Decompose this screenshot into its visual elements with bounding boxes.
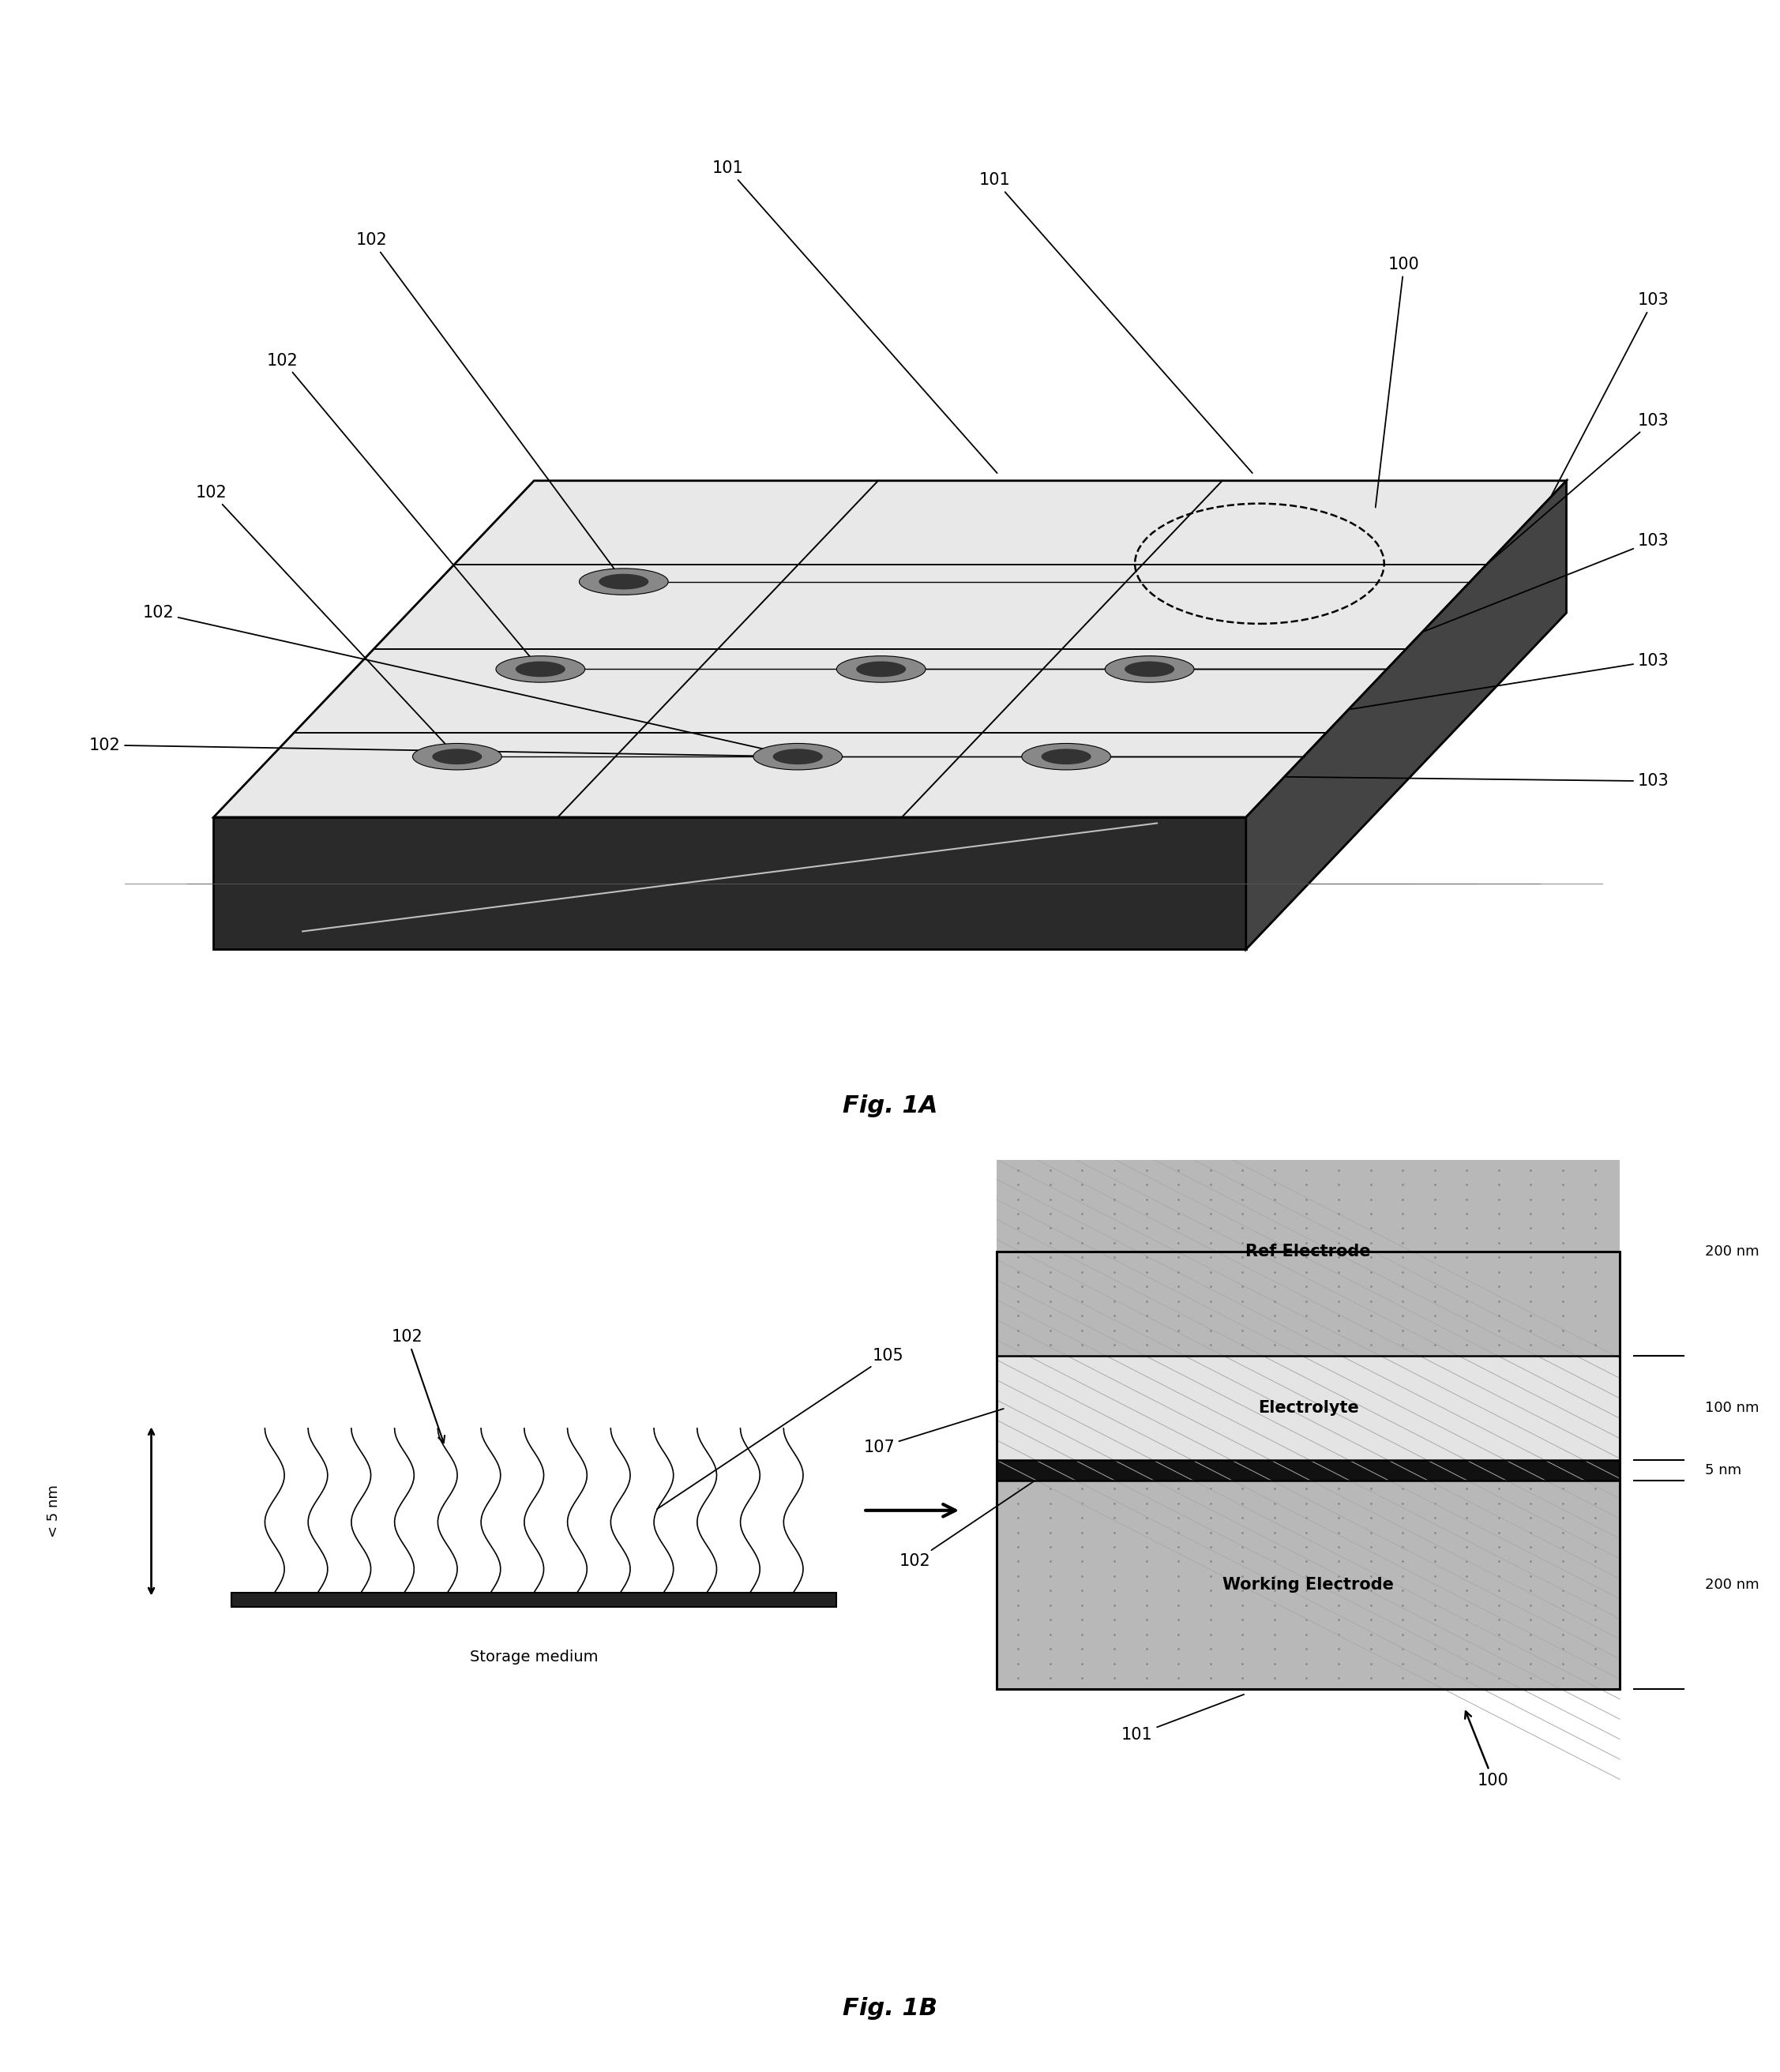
Text: 102: 102 [196, 485, 456, 754]
Ellipse shape [1041, 748, 1091, 765]
Text: 105: 105 [657, 1347, 904, 1508]
Text: 103: 103 [1424, 533, 1670, 632]
Text: 200 nm: 200 nm [1705, 1577, 1759, 1591]
Ellipse shape [1105, 657, 1194, 682]
Text: 107: 107 [863, 1409, 1004, 1455]
Ellipse shape [578, 568, 668, 595]
Ellipse shape [837, 657, 926, 682]
Text: Electrolyte: Electrolyte [1258, 1401, 1358, 1415]
Ellipse shape [413, 744, 502, 771]
Text: Fig. 1B: Fig. 1B [842, 1997, 938, 2020]
Text: 100 nm: 100 nm [1705, 1401, 1759, 1415]
Text: 200 nm: 200 nm [1705, 1245, 1759, 1258]
Text: Fig. 1A: Fig. 1A [842, 1094, 938, 1117]
Text: 102: 102 [392, 1330, 445, 1442]
Ellipse shape [433, 748, 482, 765]
Ellipse shape [1022, 744, 1111, 771]
Bar [997, 1355, 1620, 1461]
Polygon shape [1246, 481, 1566, 949]
Polygon shape [214, 816, 1246, 949]
Text: 101: 101 [979, 172, 1253, 472]
Bar [997, 1251, 1620, 1689]
Ellipse shape [516, 661, 566, 678]
Ellipse shape [497, 657, 586, 682]
Text: 102: 102 [356, 232, 623, 580]
Text: Storage medium: Storage medium [470, 1649, 598, 1664]
Ellipse shape [753, 744, 842, 771]
Text: Ref Electrode: Ref Electrode [1246, 1243, 1371, 1260]
Text: 103: 103 [1287, 773, 1670, 789]
Text: 101: 101 [1121, 1695, 1244, 1743]
Text: 5 nm: 5 nm [1705, 1463, 1741, 1477]
Ellipse shape [598, 574, 648, 588]
Text: 100: 100 [1376, 257, 1420, 508]
Text: 103: 103 [1351, 653, 1670, 709]
Text: 102: 102 [267, 352, 539, 667]
Text: < 5 nm: < 5 nm [46, 1486, 61, 1537]
Ellipse shape [856, 661, 906, 678]
Text: 103: 103 [1488, 412, 1670, 564]
Text: 102: 102 [89, 738, 796, 756]
Text: Working Electrode: Working Electrode [1223, 1577, 1394, 1593]
Text: 102: 102 [142, 605, 796, 756]
Bar [997, 1148, 1620, 1355]
Ellipse shape [773, 748, 822, 765]
Text: 102: 102 [899, 1471, 1048, 1569]
Text: 103: 103 [1552, 292, 1670, 495]
Bar [231, 1593, 837, 1608]
Text: 100: 100 [1465, 1711, 1509, 1788]
Polygon shape [214, 481, 1566, 816]
Text: 101: 101 [712, 160, 997, 472]
Bar [997, 1479, 1620, 1689]
Ellipse shape [1125, 661, 1175, 678]
Bar [997, 1461, 1620, 1479]
